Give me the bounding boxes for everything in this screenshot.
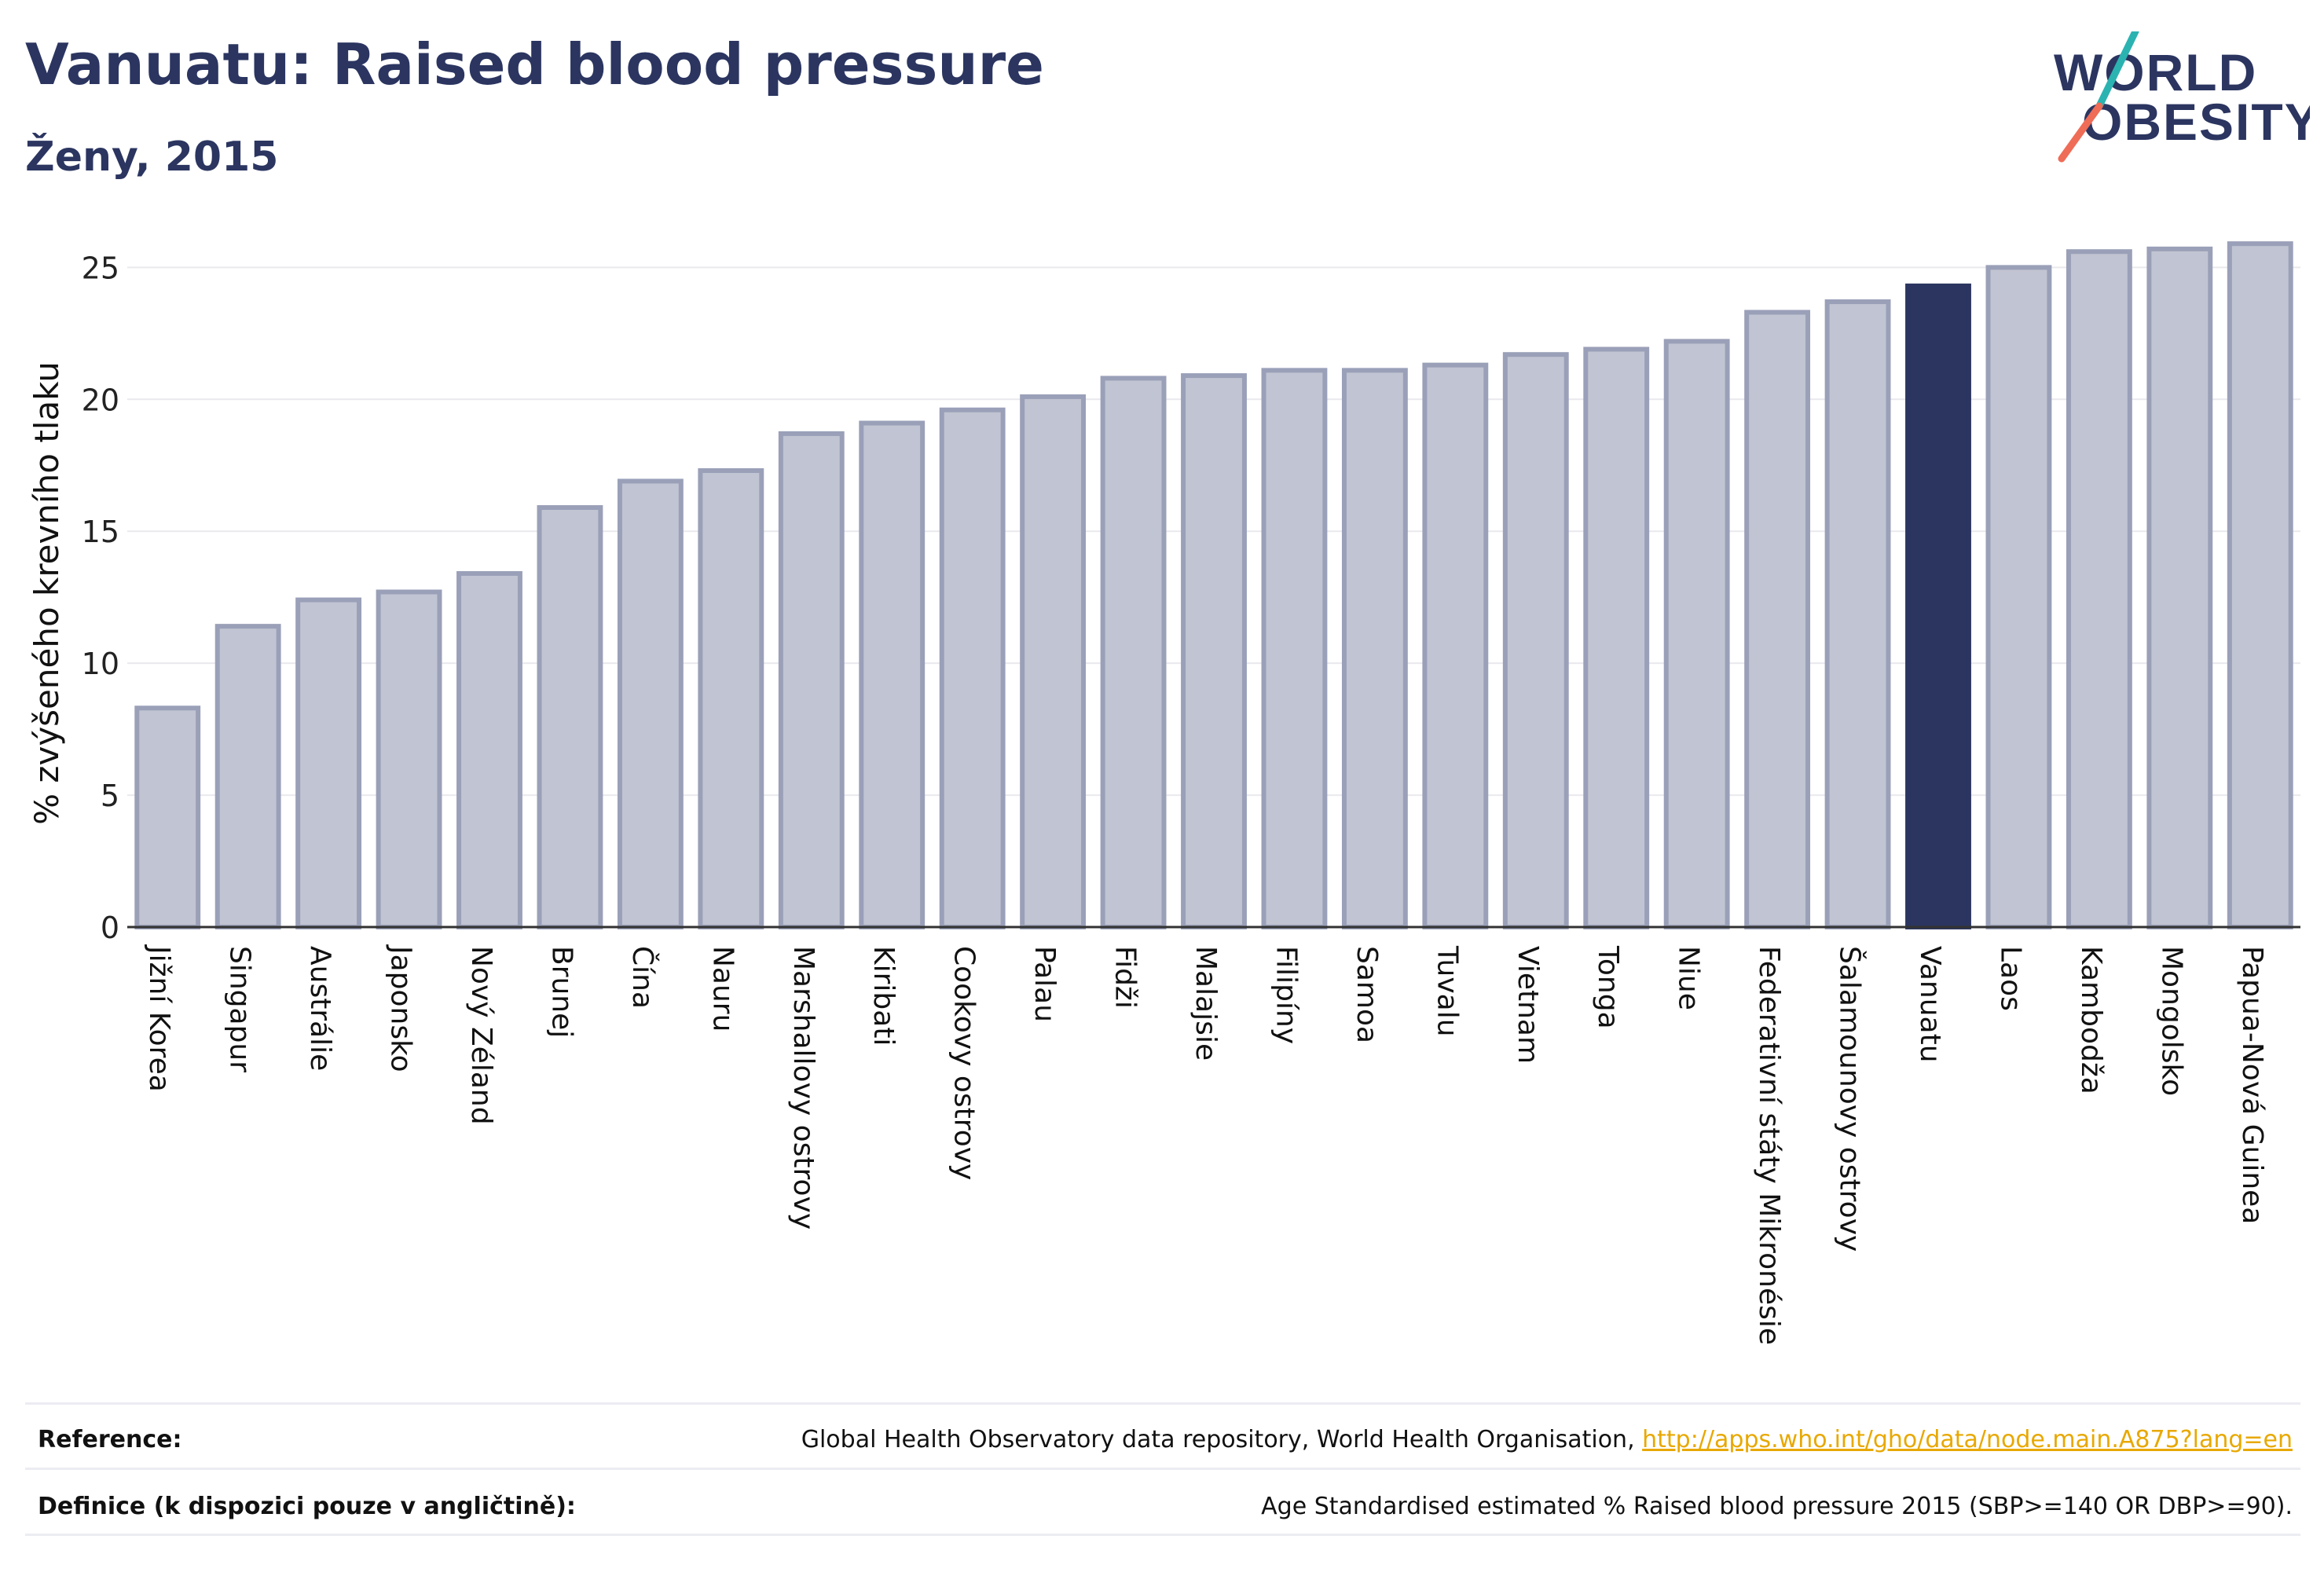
logo-slash-coral: [2058, 102, 2103, 163]
bar-14: [1261, 368, 1328, 929]
x-tick-label: Niue: [1673, 946, 1705, 1010]
y-tick-label: 10: [82, 647, 119, 681]
reference-source: Global Health Observatory data repositor…: [801, 1426, 2293, 1453]
bar-23: [1985, 265, 2052, 929]
bar-26: [2227, 241, 2293, 929]
world-obesity-logo: WORLD OBESITY: [2054, 31, 2310, 163]
x-tick-label: Cookovy ostrovy: [948, 946, 981, 1180]
y-tick-label: 5: [101, 779, 119, 813]
bar-22: [1905, 283, 1971, 929]
bar-2: [295, 597, 362, 929]
y-axis-label: % zvýšeného krevního tlaku: [27, 361, 66, 825]
bar-25: [2146, 246, 2213, 929]
x-tick-label: Šalamounovy ostrovy: [1834, 946, 1867, 1252]
bar-16: [1422, 362, 1489, 930]
logo-slash-teal: [2095, 31, 2139, 110]
bar-6: [617, 478, 684, 929]
bar-5: [537, 505, 603, 929]
x-tick-label: Tonga: [1592, 945, 1624, 1029]
x-tick-label: Brunej: [545, 946, 577, 1038]
bar-20: [1744, 310, 1811, 930]
x-tick-label: Samoa: [1351, 946, 1383, 1043]
bars: [134, 241, 2293, 930]
bar-chart: 0 5 10 15 20 25 Jižní Korea Singapur Austrálie Ja…: [27, 241, 2300, 1345]
x-tick-label: Fidži: [1109, 946, 1142, 1009]
reference-label: Reference:: [38, 1426, 182, 1453]
x-tick-label: Malajsie: [1189, 946, 1222, 1061]
definition-label: Definice (k dispozici pouze v angličtině…: [38, 1493, 576, 1520]
labels: 0 5 10 15 20 25 Jižní Korea Singapur Austrálie Ja…: [27, 251, 2268, 1345]
y-tick-label: 15: [82, 515, 119, 549]
y-tick-label: 20: [82, 383, 119, 417]
bar-0: [134, 706, 201, 930]
x-tick-label: Filipíny: [1270, 946, 1302, 1044]
y-tick-label: 0: [101, 911, 119, 945]
bar-1: [214, 624, 281, 929]
x-tick-label: Tuvalu: [1431, 945, 1463, 1037]
x-tick-label: Vietnam: [1512, 946, 1544, 1064]
x-tick-label: Jižní Korea: [143, 944, 175, 1092]
definition-text: Age Standardised estimated % Raised bloo…: [1261, 1493, 2293, 1520]
bar-12: [1100, 376, 1167, 929]
bar-11: [1020, 394, 1087, 929]
reference-text: Global Health Observatory data repositor…: [801, 1426, 1643, 1453]
footer-divider-middle: [25, 1468, 2300, 1470]
footer-divider-top: [25, 1402, 2300, 1405]
x-tick-label: Japonsko: [385, 944, 417, 1072]
x-tick-label: Federativní státy Mikronésie: [1753, 946, 1785, 1345]
chart-title: Vanuatu: Raised blood pressure: [25, 31, 1044, 97]
x-tick-label: Austrálie: [304, 946, 336, 1071]
bar-8: [778, 431, 845, 929]
bar-15: [1341, 368, 1408, 929]
x-tick-label: Nauru: [706, 946, 739, 1032]
x-tick-label: Kambodža: [2075, 946, 2107, 1094]
chart-subtitle: Ženy, 2015: [25, 134, 279, 181]
x-tick-label: Palau: [1028, 946, 1061, 1022]
y-tick-label: 25: [82, 251, 119, 285]
x-tick-label: Papua-Nová Guinea: [2236, 946, 2268, 1224]
x-tick-label: Singapur: [224, 946, 256, 1072]
x-tick-label: Vanuatu: [1914, 946, 1946, 1063]
x-tick-label: Čína: [626, 946, 659, 1009]
logo-text-world: WORLD: [2054, 43, 2257, 101]
bar-3: [376, 589, 442, 929]
x-tick-label: Marshallovy ostrovy: [787, 946, 819, 1230]
bar-4: [456, 570, 522, 930]
bar-17: [1502, 352, 1569, 930]
bar-7: [698, 467, 764, 929]
bar-21: [1824, 299, 1891, 930]
bar-9: [859, 420, 926, 929]
bar-18: [1583, 346, 1650, 930]
bar-10: [939, 407, 1006, 929]
bar-13: [1181, 373, 1247, 929]
x-tick-label: Laos: [1994, 946, 2026, 1011]
x-tick-label: Nový Zéland: [465, 946, 497, 1125]
footer-divider-bottom: [25, 1534, 2300, 1536]
x-tick-label: Kiribati: [867, 946, 900, 1046]
reference-link[interactable]: http://apps.who.int/gho/data/node.main.A…: [1642, 1426, 2293, 1453]
x-tick-label: Mongolsko: [2155, 946, 2187, 1096]
bar-19: [1663, 339, 1730, 929]
logo-text-obesity: OBESITY: [2082, 93, 2310, 151]
bar-24: [2066, 249, 2132, 929]
